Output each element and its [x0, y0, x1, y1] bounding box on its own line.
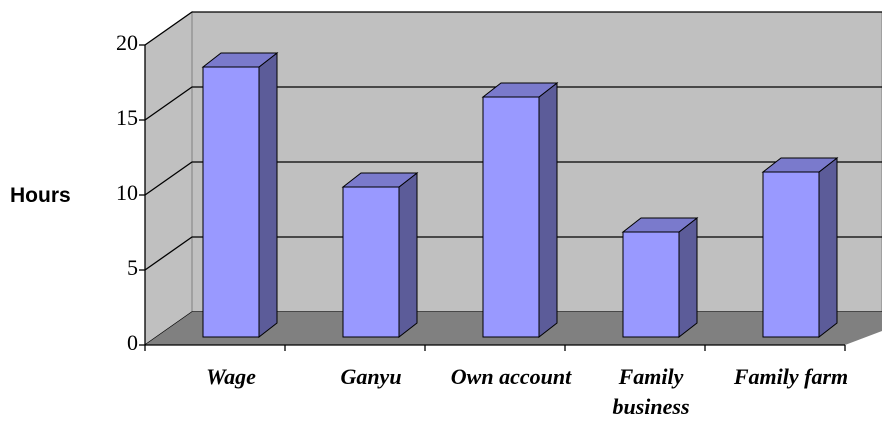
bar-side [398, 171, 418, 339]
y-tick-label: 20 [116, 30, 138, 55]
bar-front [202, 66, 260, 338]
x-tick-label: Own account [450, 364, 572, 389]
x-tick-label: Wage [206, 364, 256, 389]
y-tick-label: 5 [127, 255, 138, 280]
y-tick-label: 10 [116, 180, 138, 205]
bar-front [482, 96, 540, 338]
bar [201, 51, 279, 339]
bar [621, 216, 699, 339]
x-tick-label: Family business [612, 364, 690, 419]
bar-front [342, 186, 400, 338]
bar [341, 171, 419, 339]
bar-side [678, 216, 698, 339]
grid-line [144, 86, 882, 121]
y-tick-label: 15 [116, 105, 138, 130]
x-tick-label: Family farm [733, 364, 849, 389]
bar-side [538, 81, 558, 339]
bar-front [762, 171, 820, 338]
grid-line [144, 161, 882, 196]
y-axis-label: Hours [10, 184, 71, 207]
bar-side [258, 51, 278, 339]
bar-side [818, 156, 838, 339]
grid-line [144, 11, 882, 46]
bar-front [622, 231, 680, 338]
y-tick-label: 0 [127, 330, 138, 355]
x-tick-label: Ganyu [340, 364, 402, 389]
bar [761, 156, 839, 339]
bar [481, 81, 559, 339]
